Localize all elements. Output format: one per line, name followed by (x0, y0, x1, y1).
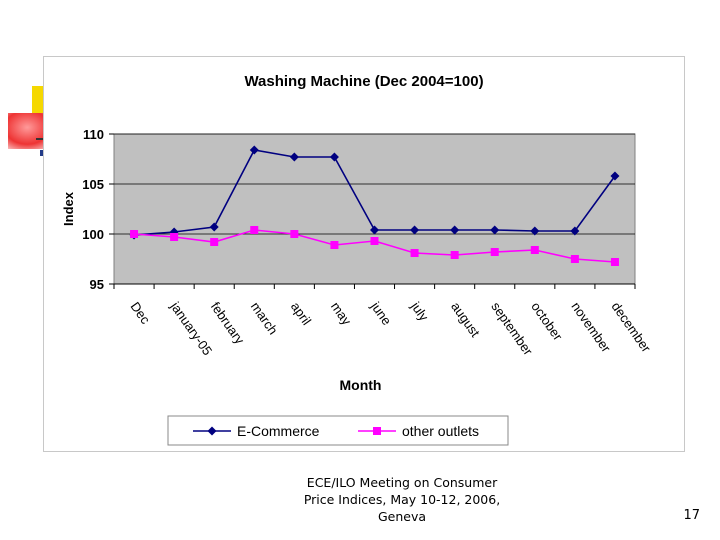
x-axis-label: Month (340, 377, 382, 393)
data-point (209, 222, 219, 232)
slide-footer: ECE/ILO Meeting on Consumer Price Indice… (290, 474, 514, 525)
data-point (130, 230, 139, 238)
legend-marker (207, 426, 217, 436)
x-tick-label: february (208, 299, 248, 347)
x-tick-label: Dec (128, 299, 154, 327)
data-point (290, 230, 299, 238)
x-tick-label: december (609, 299, 655, 356)
x-tick-label: october (528, 299, 566, 344)
data-point (490, 248, 499, 256)
x-tick-label: july (408, 298, 432, 324)
data-point (370, 225, 379, 235)
legend-label: other outlets (402, 423, 479, 439)
data-point (570, 255, 579, 263)
data-point (210, 238, 219, 246)
data-point (330, 241, 339, 249)
x-tick-label: june (367, 298, 394, 328)
legend-label: E-Commerce (237, 423, 320, 439)
data-point (490, 225, 500, 235)
y-axis-label: Index (61, 191, 76, 226)
footer-line-3: Geneva (377, 509, 427, 524)
chart-title: Washing Machine (Dec 2004=100) (244, 73, 483, 90)
data-point (530, 226, 540, 236)
data-point (370, 237, 379, 245)
x-tick-label: may (328, 299, 355, 328)
data-point (610, 171, 620, 181)
data-point (530, 246, 539, 254)
data-point (170, 233, 179, 241)
legend-marker (373, 427, 381, 435)
x-tick-label: april (288, 299, 314, 328)
data-point (329, 152, 339, 162)
page-number: 17 (683, 508, 700, 523)
plot-area (113, 133, 636, 285)
y-tick-label: 105 (82, 177, 104, 192)
data-point (450, 225, 460, 235)
x-tick-label: march (248, 299, 281, 337)
data-point (250, 226, 259, 234)
y-tick-label: 100 (82, 227, 104, 242)
data-point (570, 226, 580, 236)
y-tick-label: 110 (83, 127, 104, 142)
line-chart: Washing Machine (Dec 2004=100) 95 100 105 11… (61, 73, 655, 446)
data-point (410, 225, 420, 235)
footer-line-2: Price Indices, May 10-12, 2006, (303, 492, 501, 507)
data-point (410, 249, 419, 257)
data-point (450, 251, 459, 259)
data-point (610, 258, 619, 266)
y-tick-label: 95 (90, 277, 104, 292)
x-tick-label: november (568, 299, 614, 356)
chart-frame: Washing Machine (Dec 2004=100) 95 100 105 11… (43, 56, 685, 452)
x-tick-label: august (448, 299, 483, 340)
data-point (289, 152, 299, 162)
footer-line-1: ECE/ILO Meeting on Consumer (306, 475, 498, 490)
data-point (249, 145, 259, 155)
